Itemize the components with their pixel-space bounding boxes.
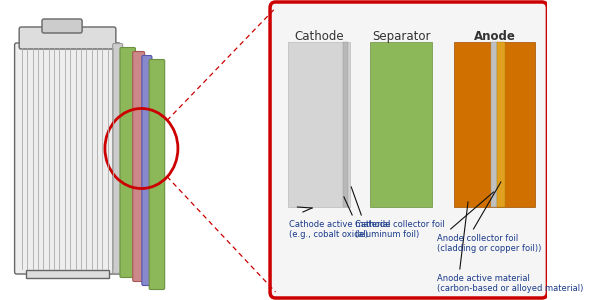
FancyBboxPatch shape	[120, 47, 136, 278]
FancyBboxPatch shape	[149, 59, 164, 290]
Bar	[26, 270, 109, 278]
Bar	[343, 42, 347, 207]
FancyBboxPatch shape	[142, 56, 152, 286]
Text: Cathode: Cathode	[295, 30, 344, 43]
Bar	[454, 42, 535, 207]
FancyBboxPatch shape	[14, 43, 121, 274]
Bar	[370, 42, 433, 207]
FancyBboxPatch shape	[270, 2, 547, 298]
Text: Separator: Separator	[372, 30, 431, 43]
FancyBboxPatch shape	[113, 44, 123, 274]
Text: Anode: Anode	[473, 30, 515, 43]
Text: Cathode collector foil
(aluminum foil): Cathode collector foil (aluminum foil)	[355, 220, 445, 239]
Text: Anode active material
(carbon-based or alloyed material): Anode active material (carbon-based or a…	[437, 274, 583, 293]
FancyBboxPatch shape	[42, 19, 82, 33]
FancyBboxPatch shape	[133, 52, 145, 281]
FancyBboxPatch shape	[19, 27, 116, 49]
Bar	[288, 42, 350, 207]
Text: Cathode active material
(e.g., cobalt oxide): Cathode active material (e.g., cobalt ox…	[289, 220, 391, 239]
Bar	[491, 42, 497, 207]
Bar	[497, 42, 505, 207]
Text: Anode collector foil
(cladding or copper foil)): Anode collector foil (cladding or copper…	[437, 234, 541, 254]
